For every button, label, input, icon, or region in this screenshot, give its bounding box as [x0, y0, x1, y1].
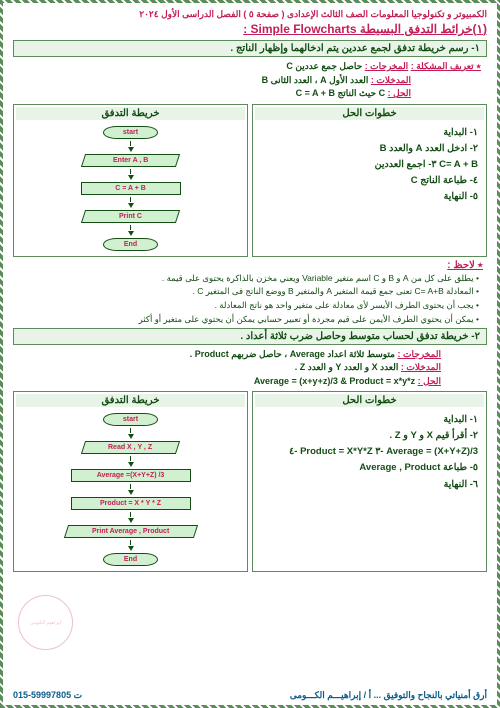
fc-connector	[130, 225, 131, 230]
arrow-icon	[128, 546, 134, 551]
fc-connector	[130, 197, 131, 202]
step: ١- البداية	[261, 412, 478, 428]
note-title: ٭ لاحظ :	[17, 260, 483, 271]
fc-start: start	[103, 126, 158, 139]
steps-title: خطوات الحل	[255, 394, 484, 407]
page-footer: أرق أمنياتي بالنجاح والتوفيق ... أ / إبر…	[13, 690, 487, 701]
arrow-icon	[128, 147, 134, 152]
outputs-text: حاصل جمع عددين C	[286, 61, 362, 71]
step: ٥- النهاية	[261, 189, 478, 205]
flowchart-column-2: خريطة التدفق start Read X , Y , Z Averag…	[13, 391, 248, 572]
step: ١- البداية	[261, 125, 478, 141]
steps-column-1: خطوات الحل ١- البداية ٢- ادخل العدد A وا…	[252, 104, 487, 257]
main-title: (١)خرائط التدفق البسيطة Simple Flowchart…	[13, 22, 487, 36]
note-item: • المعادلة C= A+B تعنى جمع قيمة المتغير …	[21, 285, 479, 298]
note-item: • يمكن أن يحتوي الطرف الأيمن على قيم مجر…	[21, 313, 479, 326]
fc-process: Average =(X+Y+Z) /3	[71, 469, 191, 482]
fc-connector	[130, 540, 131, 545]
definition-block-1: ٭ تعريف المشكلة : المخرجات : حاصل جمع عد…	[19, 60, 481, 101]
solution-text: Average = (x+y+z)/3 & Product = x*y*z	[254, 375, 415, 389]
flowchart-title: خريطة التدفق	[16, 107, 245, 120]
fc-process: Product = X * Y * Z	[71, 497, 191, 510]
outputs-label: المخرجات :	[365, 61, 409, 71]
page-container: الكمبيوتر و تكنولوجيا المعلومات الصف الث…	[0, 0, 500, 708]
fc-output: Print Average , Product	[63, 525, 197, 538]
step: ٥- طباعة Average , Product	[261, 460, 478, 476]
inputs-text: العدد X و العدد Y و العدد Z .	[295, 362, 399, 372]
outputs-label: المخرجات :	[398, 349, 442, 359]
flowchart-title: خريطة التدفق	[16, 394, 245, 407]
fc-connector	[130, 484, 131, 489]
fc-start: start	[103, 413, 158, 426]
fc-input: Read X , Y , Z	[81, 441, 180, 454]
step: ٦- النهاية	[261, 477, 478, 493]
inputs-label: المدخلات :	[371, 75, 411, 85]
steps-list-1: ١- البداية ٢- ادخل العدد A والعدد B ٣- ا…	[255, 123, 484, 208]
steps-column-2: خطوات الحل ١- البداية ٢- أقرأ قيم X و Y …	[252, 391, 487, 572]
fc-connector	[130, 141, 131, 146]
step: ٤- طباعة الناتج C	[261, 173, 478, 189]
steps-title: خطوات الحل	[255, 107, 484, 120]
inputs-text: العدد الأول A ، العدد الثانى B	[262, 75, 369, 85]
fc-process: C = A + B	[81, 182, 181, 195]
section-2-title: ٢- خريطة تدفق لحساب متوسط وحاصل ضرب ثلاث…	[13, 328, 487, 345]
fc-connector	[130, 169, 131, 174]
fc-connector	[130, 428, 131, 433]
def-label: ٭ تعريف المشكلة :	[411, 61, 481, 71]
arrow-icon	[128, 175, 134, 180]
footer-phone: ت 59997805-015	[13, 690, 82, 701]
arrow-icon	[128, 490, 134, 495]
step: ٢- أقرأ قيم X و Y و Z .	[261, 428, 478, 444]
footer-author: أرق أمنياتي بالنجاح والتوفيق ... أ / إبر…	[290, 690, 487, 701]
arrow-icon	[128, 203, 134, 208]
arrow-icon	[128, 434, 134, 439]
fc-input: Enter A , B	[81, 154, 180, 167]
step: ٣- اجمع العددين C= A + B	[261, 157, 478, 173]
flowchart-1: start Enter A , B C = A + B Print C End	[16, 123, 245, 254]
section-1-title: ١- رسم خريطة تدفق لجمع عددين يتم ادخالهم…	[13, 40, 487, 57]
step: ٢- ادخل العدد A والعدد B	[261, 141, 478, 157]
note-list: • يطلق على كل من A و B و C اسم متغير Var…	[13, 272, 487, 326]
solution-label: الحل :	[388, 88, 411, 98]
watermark-stamp: إبراهيم الكومى	[18, 595, 73, 650]
arrow-icon	[128, 518, 134, 523]
step: ٣- Average = (X+Y+Z)/3	[375, 444, 478, 460]
fc-end: End	[103, 238, 158, 251]
inputs-label: المدخلات :	[401, 362, 441, 372]
flowchart-column-1: خريطة التدفق start Enter A , B C = A + B…	[13, 104, 248, 257]
fc-end: End	[103, 553, 158, 566]
solution-text: C = A + B حيث الناتج C	[296, 87, 386, 101]
fc-connector	[130, 456, 131, 461]
fc-connector	[130, 512, 131, 517]
two-column-1: خطوات الحل ١- البداية ٢- ادخل العدد A وا…	[13, 104, 487, 257]
arrow-icon	[128, 231, 134, 236]
step: ٤- Product = X*Y*Z	[289, 444, 373, 460]
outputs-text: متوسط ثلاثة اعداد Average ، حاصل ضربهم P…	[190, 349, 395, 359]
definition-block-2: المخرجات : متوسط ثلاثة اعداد Average ، ح…	[19, 348, 481, 389]
arrow-icon	[128, 462, 134, 467]
page-header: الكمبيوتر و تكنولوجيا المعلومات الصف الث…	[13, 9, 487, 20]
flowchart-2: start Read X , Y , Z Average =(X+Y+Z) /3…	[16, 410, 245, 569]
note-item: • يطلق على كل من A و B و C اسم متغير Var…	[21, 272, 479, 285]
solution-label: الحل :	[418, 376, 441, 386]
fc-output: Print C	[81, 210, 180, 223]
two-column-2: خطوات الحل ١- البداية ٢- أقرأ قيم X و Y …	[13, 391, 487, 572]
steps-list-2: ١- البداية ٢- أقرأ قيم X و Y و Z . ٣- Av…	[255, 410, 484, 495]
note-item: • يجب أن يحتوى الطرف الأيسر لأى معادلة ع…	[21, 299, 479, 312]
